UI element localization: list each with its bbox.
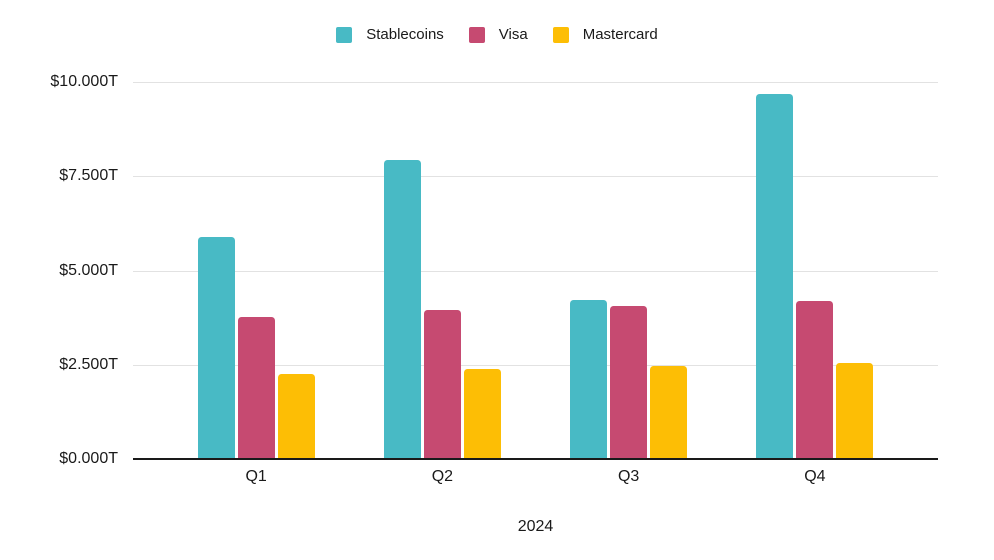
bar-group-q2: Q2 bbox=[383, 82, 501, 485]
bar-mastercard-q2[interactable] bbox=[463, 369, 501, 459]
bar-visa-q1[interactable] bbox=[237, 316, 275, 459]
bar-visa-q3[interactable] bbox=[610, 306, 648, 459]
x-axis-title: 2024 bbox=[517, 518, 554, 535]
bar-group-q3: Q3 bbox=[570, 82, 688, 485]
legend-item-stablecoins[interactable]: Stablecoins bbox=[336, 26, 444, 44]
legend-item-visa[interactable]: Visa bbox=[468, 26, 528, 44]
y-tick-label: $5.000T bbox=[59, 261, 118, 279]
y-axis-labels: $0.000T $2.500T $5.000T $7.500T $10.000T bbox=[0, 73, 118, 467]
bar-stablecoins-q1[interactable] bbox=[197, 237, 235, 459]
y-tick-label: $7.500T bbox=[59, 167, 118, 185]
legend-label: Mastercard bbox=[582, 26, 658, 43]
bar-groups: Q1 Q2 Q3 Q4 bbox=[133, 82, 938, 485]
bar-visa-q4[interactable] bbox=[796, 301, 834, 459]
x-tick-label: Q3 bbox=[617, 468, 640, 485]
legend-label: Stablecoins bbox=[366, 26, 444, 43]
x-tick-label: Q2 bbox=[431, 468, 454, 485]
legend-swatch-icon bbox=[468, 27, 485, 43]
legend-label: Visa bbox=[498, 26, 528, 43]
y-tick-label: $2.500T bbox=[59, 355, 118, 373]
bar-stablecoins-q2[interactable] bbox=[383, 160, 421, 459]
bar-mastercard-q4[interactable] bbox=[836, 363, 874, 459]
y-tick-label: $10.000T bbox=[50, 73, 118, 90]
gridline bbox=[133, 364, 938, 366]
gridline bbox=[133, 270, 938, 272]
legend-swatch-icon bbox=[552, 27, 569, 43]
gridline bbox=[133, 82, 938, 83]
y-tick-label: $0.000T bbox=[59, 450, 118, 467]
gridline bbox=[133, 176, 938, 178]
legend-item-mastercard[interactable]: Mastercard bbox=[552, 26, 658, 44]
bar-mastercard-q3[interactable] bbox=[650, 365, 688, 459]
bar-group-q1: Q1 bbox=[197, 82, 315, 485]
x-tick-label: Q1 bbox=[245, 468, 267, 485]
x-axis-line bbox=[133, 458, 938, 460]
bar-stablecoins-q3[interactable] bbox=[570, 300, 608, 459]
bar-mastercard-q1[interactable] bbox=[277, 373, 315, 459]
bar-stablecoins-q4[interactable] bbox=[756, 94, 794, 459]
bar-visa-q2[interactable] bbox=[423, 309, 461, 459]
bar-group-q4: Q4 bbox=[756, 82, 874, 485]
x-tick-label: Q4 bbox=[804, 468, 826, 485]
chart-legend: Stablecoins Visa Mastercard bbox=[0, 26, 994, 44]
legend-swatch-icon bbox=[336, 27, 353, 43]
plot-area: Q1 Q2 Q3 Q4 2024 bbox=[133, 82, 938, 535]
